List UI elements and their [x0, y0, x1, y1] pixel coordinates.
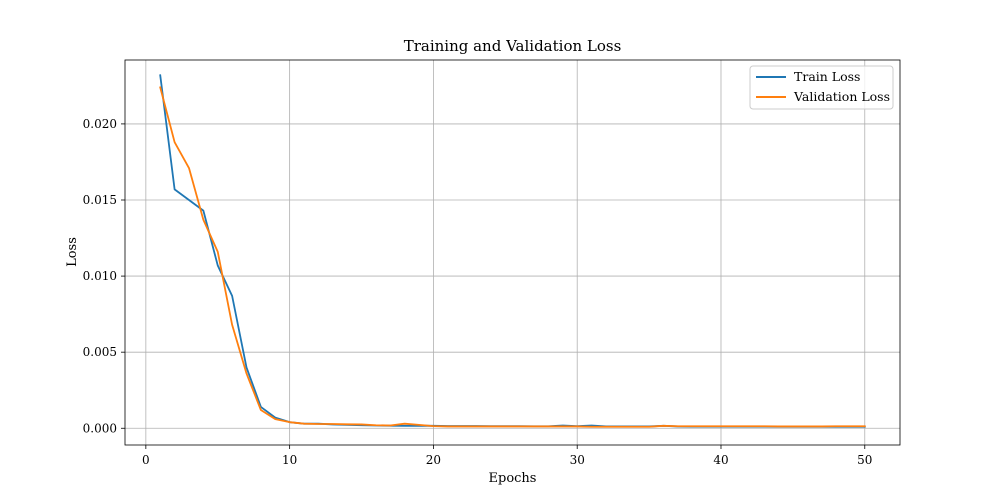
validation-loss-line: [159, 86, 866, 428]
x-tick-label: 40: [713, 453, 728, 467]
y-tick-label: 0.020: [83, 117, 117, 131]
chart-title: Training and Validation Loss: [404, 37, 622, 55]
ticks: 0 10 20 30 40 50 0.000 0.005 0.010 0.015 0.020: [83, 117, 873, 467]
x-tick-label: 0: [142, 453, 150, 467]
legend: Train Loss Validation Loss: [749, 65, 894, 110]
axes-frame: [124, 59, 901, 446]
x-tick-label: 10: [282, 453, 297, 467]
x-tick-label: 20: [426, 453, 441, 467]
x-tick-label: 30: [570, 453, 585, 467]
y-tick-label: 0.015: [83, 193, 117, 207]
y-tick-label: 0.005: [83, 345, 117, 359]
y-axis-label: Loss: [65, 237, 80, 267]
x-axis-label: Epochs: [489, 471, 537, 486]
y-tick-label: 0.000: [83, 421, 117, 435]
x-tick-label: 50: [857, 453, 872, 467]
legend-label-validation: Validation Loss: [793, 89, 890, 104]
grid: [125, 60, 900, 445]
legend-label-train: Train Loss: [794, 69, 860, 84]
series-layer: [159, 74, 866, 428]
y-tick-label: 0.010: [83, 269, 117, 283]
